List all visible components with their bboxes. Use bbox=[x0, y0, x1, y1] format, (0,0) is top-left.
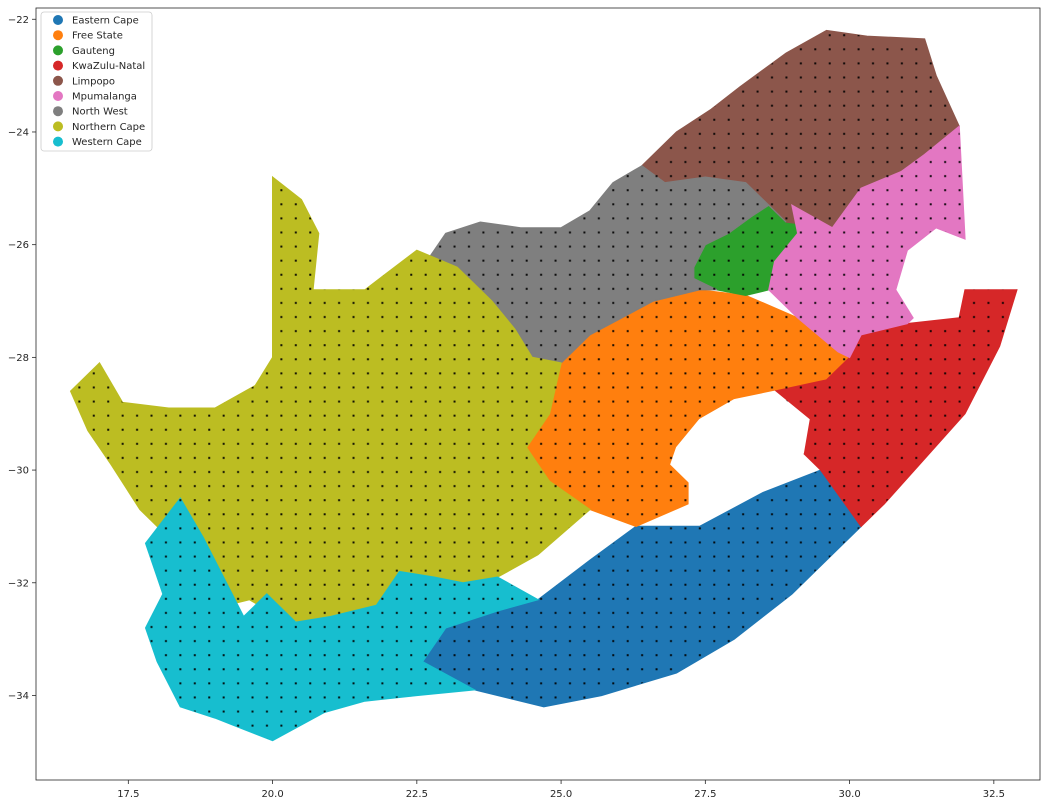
legend-marker-gauteng bbox=[53, 45, 63, 56]
legend-label-mpumalanga: Mpumalanga bbox=[72, 92, 137, 103]
y-tick-label: −28 bbox=[8, 353, 29, 364]
map-plot-area bbox=[69, 29, 1018, 742]
sample-points bbox=[70, 30, 1017, 741]
legend: Eastern Cape Free State Gauteng KwaZulu-Nat… bbox=[40, 11, 153, 152]
x-tick-label: 17.5 bbox=[117, 789, 139, 800]
y-axis: −22 −24 −26 −28 −30 −32 −34 bbox=[8, 15, 36, 702]
legend-label-gauteng: Gauteng bbox=[72, 46, 115, 57]
legend-label-kwazulu-natal: KwaZulu-Natal bbox=[72, 61, 145, 72]
legend-marker-north-west bbox=[53, 106, 63, 117]
x-tick-label: 25.0 bbox=[550, 789, 572, 800]
x-tick-label: 20.0 bbox=[261, 789, 283, 800]
y-tick-label: −22 bbox=[8, 15, 29, 26]
x-tick-label: 32.5 bbox=[983, 789, 1005, 800]
y-tick-label: −30 bbox=[8, 466, 29, 477]
legend-marker-free-state bbox=[53, 30, 63, 41]
axes-frame bbox=[35, 7, 1041, 781]
legend-marker-northern-cape bbox=[53, 121, 63, 132]
legend-marker-western-cape bbox=[53, 136, 63, 147]
legend-marker-eastern-cape bbox=[53, 15, 63, 25]
y-tick-label: −32 bbox=[8, 578, 29, 589]
y-tick-label: −24 bbox=[8, 127, 29, 138]
legend-label-western-cape: Western Cape bbox=[72, 137, 142, 148]
y-tick-label: −34 bbox=[8, 691, 29, 702]
legend-label-eastern-cape: Eastern Cape bbox=[72, 16, 139, 27]
x-tick-label: 22.5 bbox=[406, 789, 428, 800]
legend-label-north-west: North West bbox=[72, 107, 128, 118]
legend-marker-mpumalanga bbox=[53, 91, 63, 101]
legend-label-free-state: Free State bbox=[72, 31, 123, 42]
legend-marker-limpopo bbox=[53, 75, 63, 86]
legend-marker-kwazulu-natal bbox=[53, 60, 63, 71]
legend-label-northern-cape: Northern Cape bbox=[72, 122, 145, 133]
legend-frame bbox=[40, 11, 153, 152]
sample-point-grid bbox=[70, 30, 1017, 741]
y-tick-label: −26 bbox=[8, 240, 29, 251]
x-axis: 17.5 20.0 22.5 25.0 27.5 30.0 32.5 bbox=[117, 780, 1005, 800]
legend-label-limpopo: Limpopo bbox=[72, 76, 115, 87]
x-tick-label: 27.5 bbox=[694, 789, 716, 800]
x-tick-label: 30.0 bbox=[838, 789, 860, 800]
